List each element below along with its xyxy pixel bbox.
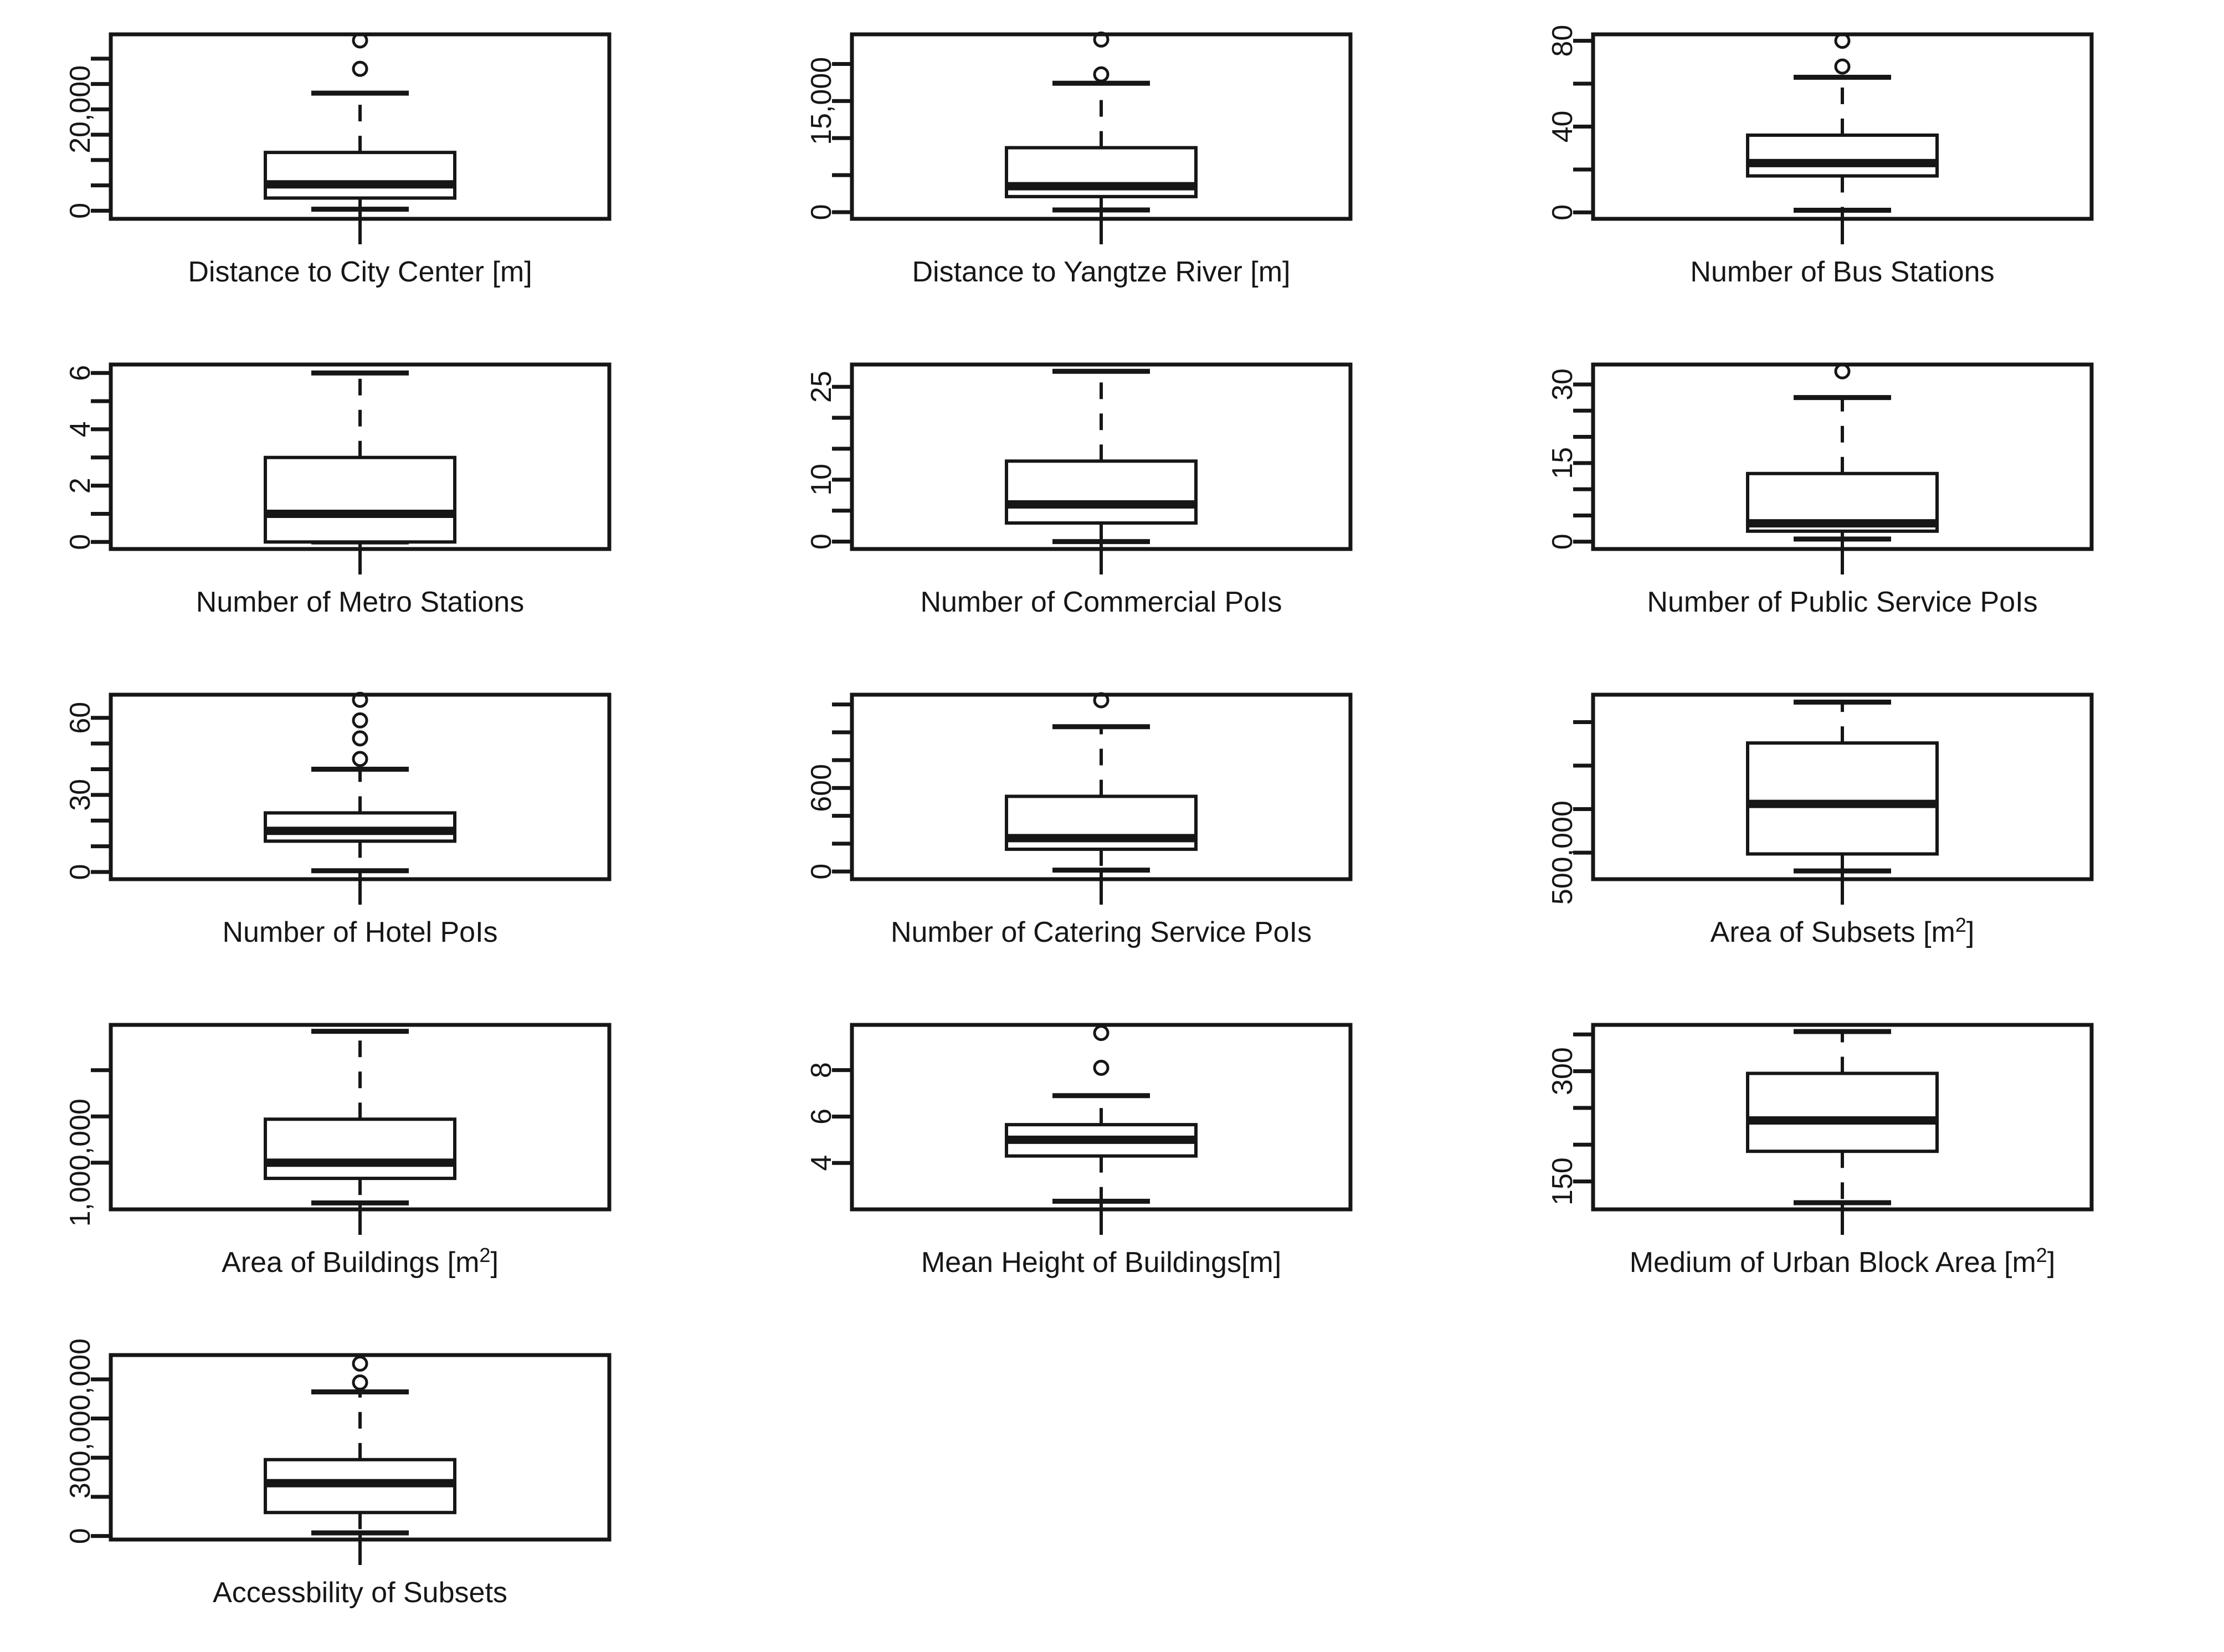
y-tick-label: 0 (64, 534, 96, 550)
plot-frame (850, 32, 1353, 221)
plot-frame (1591, 1023, 2094, 1212)
boxplot-cell: 0 2 4 6 Number of Metro Stations (0, 330, 741, 660)
iqr-box (1746, 741, 1939, 856)
plot-frame (1591, 692, 2094, 881)
y-tick-label: 15,000 (805, 57, 838, 145)
plot-title: Number of Commercial PoIs (920, 586, 1282, 618)
outlier-point (352, 712, 368, 728)
boxplot-svg: 150 300 Medium of Urban Block Area [m2] (1547, 1023, 2094, 1279)
plot-title: Number of Public Service PoIs (1647, 586, 2037, 618)
y-tick-label: 0 (1547, 533, 1579, 550)
y-tick-label: 2 (64, 478, 96, 494)
boxplot-cell: 150 300 Medium of Urban Block Area [m2] (1482, 991, 2223, 1321)
outlier-point (1834, 58, 1851, 75)
y-tick-label: 0 (64, 1528, 96, 1544)
y-tick-label: 8 (805, 1062, 838, 1078)
boxplot-svg: 0 15 30 Number of Public Service PoIs (1547, 362, 2094, 618)
boxplot-svg: 0 10 25 Number of Commercial PoIs (805, 362, 1353, 618)
iqr-box (264, 455, 456, 544)
boxplot-svg: 0 300,000,000 Accessbility of Subsets (64, 1338, 612, 1609)
y-tick-label: 0 (1547, 204, 1579, 220)
y-tick-label: 25 (805, 371, 838, 403)
boxplot-cell: 0 15,000 Distance to Yangtze River [m] (741, 0, 1482, 330)
plot-title: Number of Hotel PoIs (222, 916, 497, 948)
y-tick-label: 6 (64, 365, 96, 381)
y-tick-label: 15 (1547, 447, 1579, 479)
boxplot-cell: 0 300,000,000 Accessbility of Subsets (0, 1321, 741, 1651)
plot-frame (850, 362, 1353, 551)
boxplot-svg: 0 20,000 Distance to City Center [m] (64, 32, 612, 288)
y-tick-label: 20,000 (64, 65, 96, 153)
y-tick-label: 6 (805, 1109, 838, 1125)
iqr-box (264, 1117, 456, 1181)
outlier-point (352, 1374, 368, 1391)
y-tick-label: 40 (1547, 111, 1579, 143)
y-tick-label: 0 (805, 864, 838, 880)
boxplot-svg: 0 2 4 6 Number of Metro Stations (64, 362, 612, 618)
plot-frame (109, 32, 612, 221)
y-tick-label: 4 (805, 1155, 838, 1171)
plot-title: Distance to City Center [m] (188, 256, 532, 288)
boxplot-cell: 0 10 25 Number of Commercial PoIs (741, 330, 1482, 660)
y-tick-label: 30 (64, 779, 96, 811)
y-tick-label: 60 (64, 702, 96, 734)
plot-frame (109, 692, 612, 881)
plot-title: Accessbility of Subsets (213, 1577, 507, 1609)
plot-title: Number of Catering Service PoIs (891, 916, 1312, 948)
boxplot-cell: 0 40 80 Number of Bus Stations (1482, 0, 2223, 330)
plot-title: Area of Buildings [m2] (222, 1244, 499, 1279)
plot-title: Number of Metro Stations (196, 586, 524, 618)
plot-frame (1591, 362, 2094, 551)
boxplot-cell: 500,000 Area of Subsets [m2] (1482, 660, 2223, 991)
y-tick-label: 80 (1547, 25, 1579, 57)
y-tick-label: 0 (64, 864, 96, 880)
outlier-point (1093, 1025, 1110, 1042)
y-tick-label: 150 (1547, 1157, 1579, 1205)
outlier-point (1093, 1059, 1110, 1076)
iqr-box (1746, 133, 1939, 178)
plot-title: Mean Height of Buildings[m] (921, 1246, 1281, 1279)
iqr-box (1005, 459, 1198, 525)
boxplot-svg: 0 600 Number of Catering Service PoIs (805, 692, 1353, 948)
outlier-point (1834, 363, 1851, 379)
iqr-box (1746, 1071, 1939, 1153)
boxplot-svg: 0 40 80 Number of Bus Stations (1547, 25, 2094, 288)
boxplot-cell: 0 15 30 Number of Public Service PoIs (1482, 330, 2223, 660)
plot-title: Number of Bus Stations (1690, 256, 1994, 288)
y-tick-label: 30 (1547, 368, 1579, 401)
plot-frame (109, 1353, 612, 1542)
plot-title: Distance to Yangtze River [m] (912, 256, 1290, 288)
y-tick-label: 300,000,000 (64, 1338, 96, 1499)
boxplot-cell: 0 600 Number of Catering Service PoIs (741, 660, 1482, 991)
boxplot-svg: 4 6 8 Mean Height of Buildings[m] (805, 1023, 1353, 1279)
iqr-box (264, 151, 456, 200)
outlier-point (1093, 66, 1110, 83)
y-tick-label: 0 (805, 533, 838, 550)
y-tick-label: 500,000 (1547, 801, 1579, 905)
boxplot-cell: 0 30 60 Number of Hotel PoIs (0, 660, 741, 991)
y-tick-label: 1,000,000 (64, 1099, 96, 1227)
outlier-point (352, 1356, 368, 1372)
y-tick-label: 600 (805, 764, 838, 812)
y-tick-label: 300 (1547, 1047, 1579, 1095)
empty-cell (741, 1321, 1482, 1651)
y-tick-label: 0 (64, 203, 96, 219)
outlier-point (352, 751, 368, 767)
boxplot-svg: 1,000,000 Area of Buildings [m2] (64, 1023, 612, 1279)
y-tick-label: 10 (805, 464, 838, 496)
boxplot-svg: 500,000 Area of Subsets [m2] (1547, 692, 2094, 948)
plot-title: Medium of Urban Block Area [m2] (1630, 1244, 2056, 1279)
boxplot-svg: 0 15,000 Distance to Yangtze River [m] (805, 31, 1353, 288)
y-tick-label: 4 (64, 421, 96, 437)
outlier-point (352, 730, 368, 747)
boxplot-cell: 1,000,000 Area of Buildings [m2] (0, 991, 741, 1321)
outlier-point (352, 60, 368, 77)
boxplot-cell: 4 6 8 Mean Height of Buildings[m] (741, 991, 1482, 1321)
y-tick-label: 0 (805, 204, 838, 220)
boxplot-cell: 0 20,000 Distance to City Center [m] (0, 0, 741, 330)
boxplot-svg: 0 30 60 Number of Hotel PoIs (64, 691, 612, 948)
empty-cell (1482, 1321, 2223, 1651)
plot-title: Area of Subsets [m2] (1711, 914, 1975, 948)
